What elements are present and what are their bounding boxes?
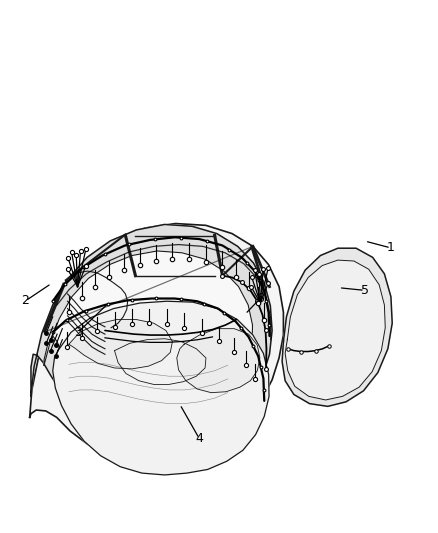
Text: 3: 3 [74,326,81,340]
Polygon shape [30,223,283,458]
Polygon shape [282,248,392,406]
Polygon shape [44,251,253,423]
Polygon shape [69,319,173,369]
Polygon shape [177,329,260,393]
Text: 5: 5 [361,284,369,297]
Text: 6: 6 [256,292,264,305]
Text: 4: 4 [195,432,203,446]
Polygon shape [31,224,272,440]
Polygon shape [53,301,269,475]
Text: 1: 1 [387,241,395,254]
Text: 2: 2 [21,294,29,308]
Polygon shape [285,260,385,400]
